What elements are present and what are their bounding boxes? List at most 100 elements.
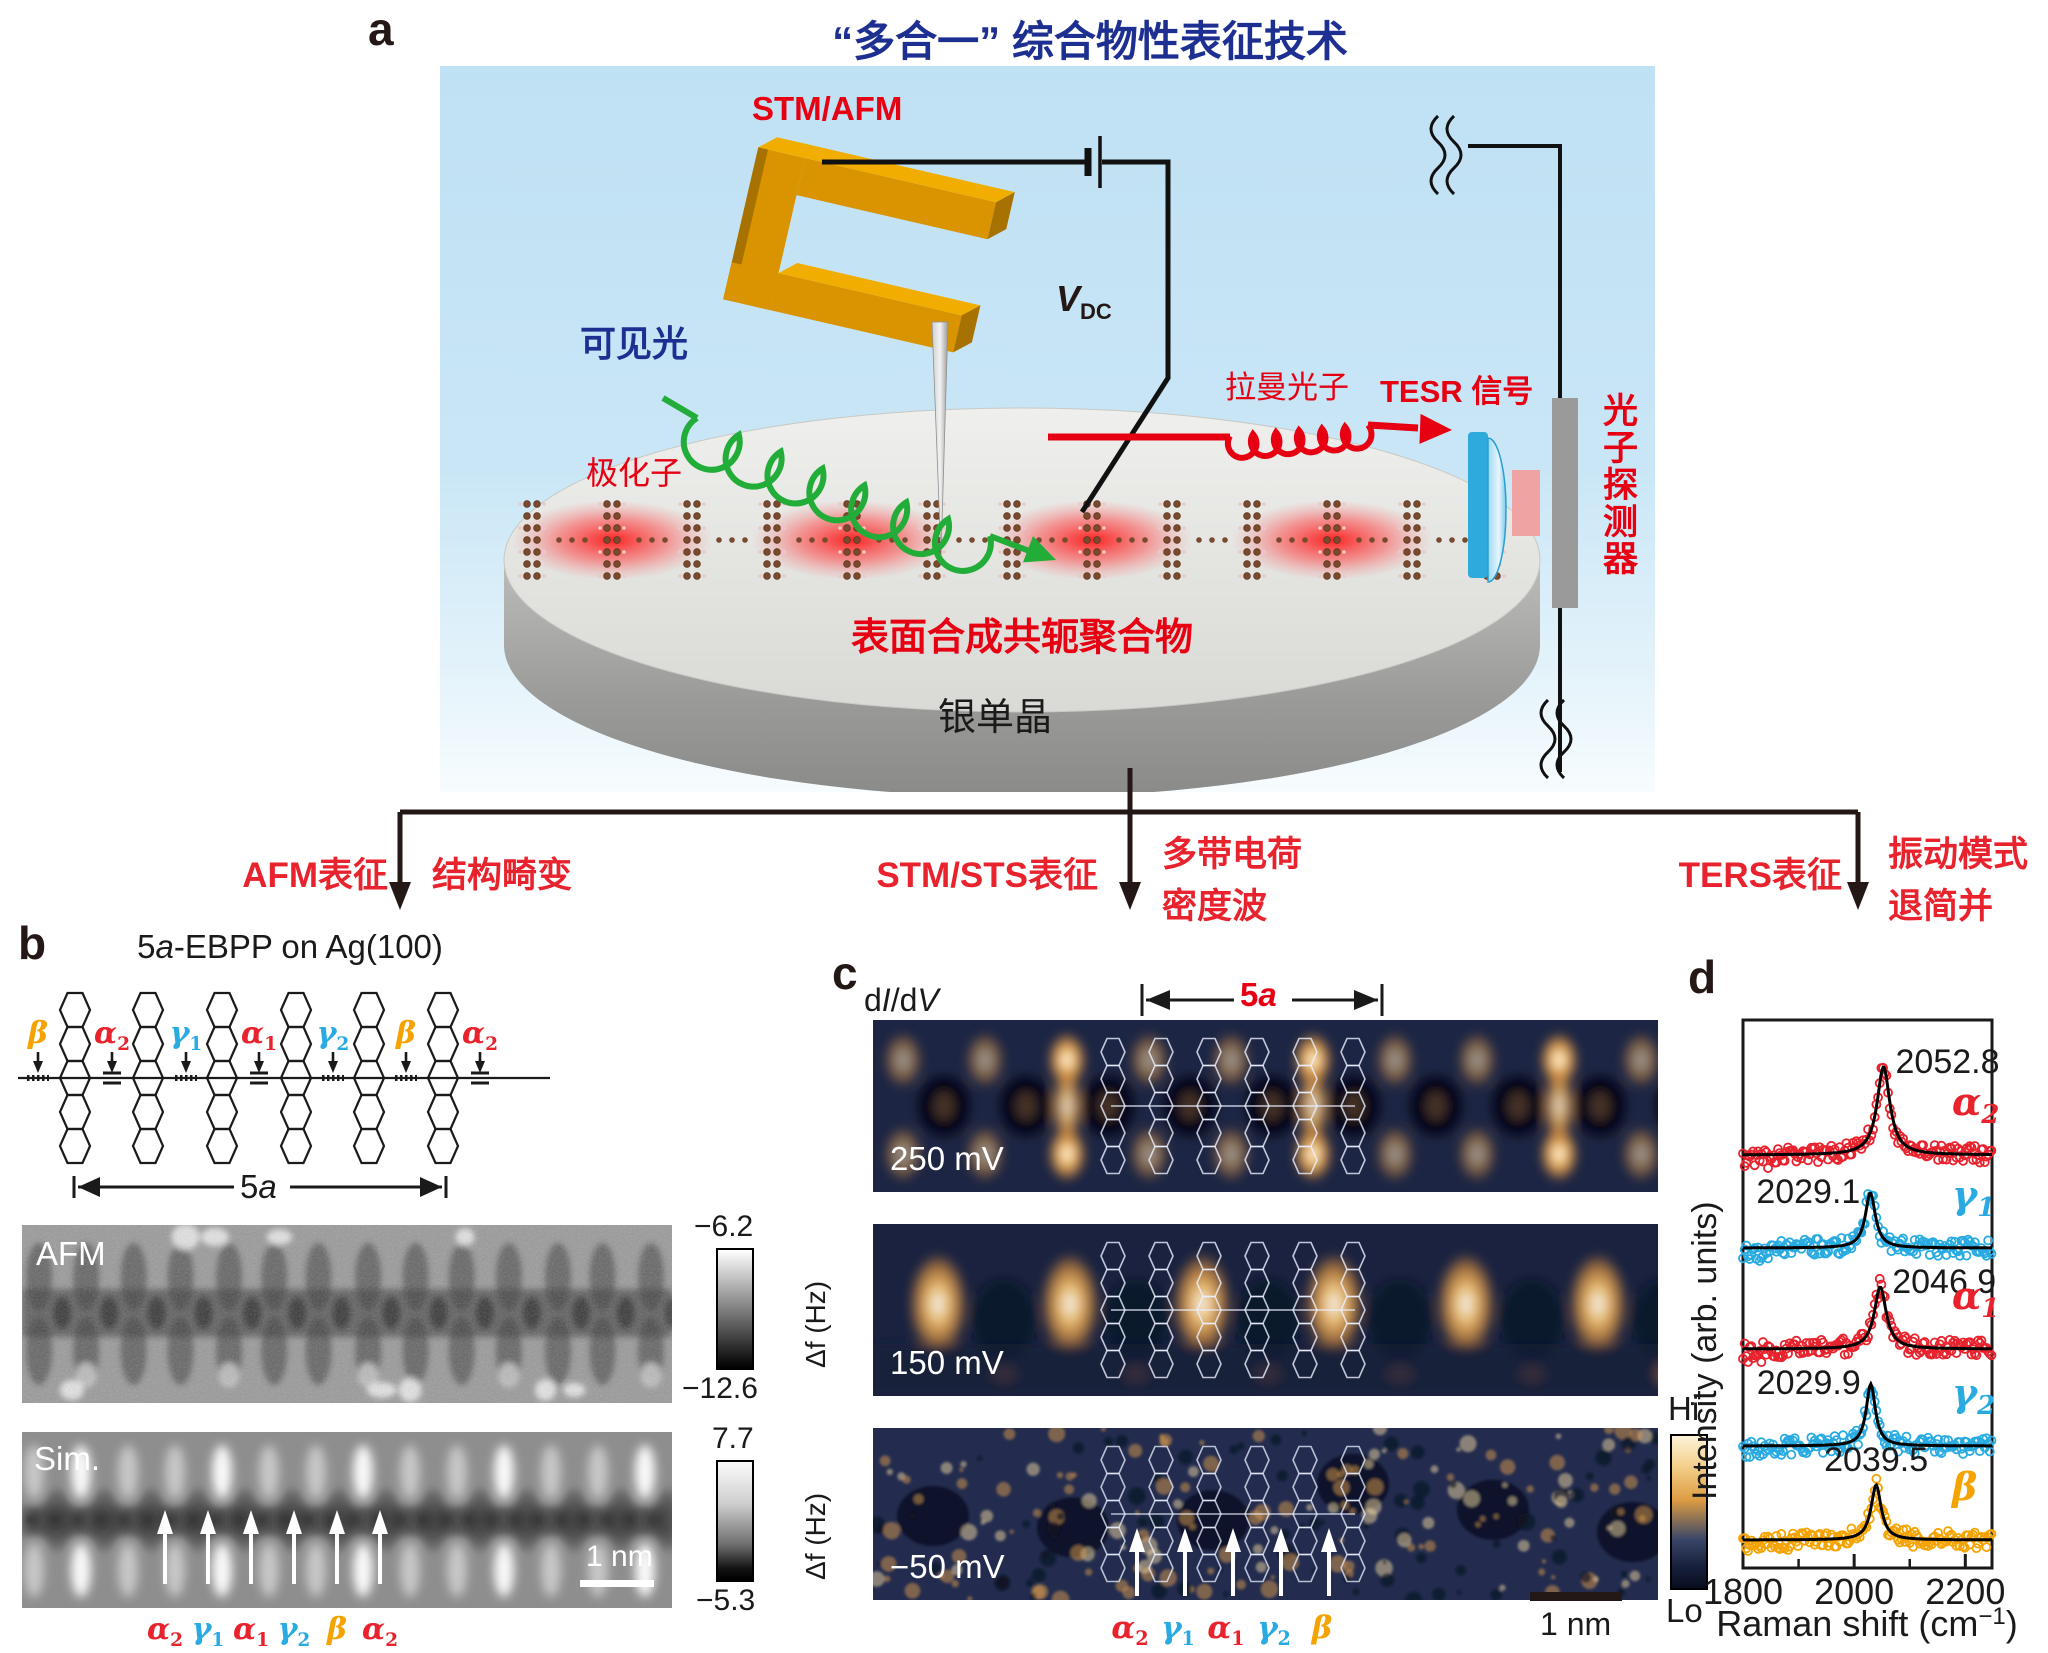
didv-map-minus50mv (873, 1428, 1658, 1600)
cbar1-min: −12.6 (682, 1372, 758, 1405)
d-peak-value: 2046.9 (1892, 1263, 1996, 1301)
lens-icon (1487, 437, 1507, 583)
title-prefix: 5 (137, 928, 156, 965)
d-fit-curve-2 (1743, 1285, 1992, 1351)
bond-label: α2 (461, 1016, 499, 1055)
sim-mode-label: α2 (362, 1612, 399, 1651)
detector-sensor (1512, 470, 1540, 536)
sim-scalebar-label: 1 nm (586, 1540, 653, 1573)
tuning-fork-icon (723, 137, 1015, 353)
tesr-signal-label: TESR 信号 (1380, 374, 1534, 409)
arrowhead-down-icon (1119, 882, 1141, 910)
d-fit-curve-0 (1743, 1065, 1992, 1157)
d-xtick: 1800 (1703, 1571, 1783, 1612)
branch-ters-result-1: 振动模式 (1888, 835, 2029, 874)
title-rest: -EBPP on Ag(100) (173, 928, 443, 965)
sim-scalebar (580, 1580, 654, 1587)
branch-connector (389, 768, 1869, 910)
d-peak-value: 2052.8 (1896, 1043, 2000, 1081)
detector-plate (1552, 398, 1578, 608)
bond-label: α2 (93, 1016, 131, 1055)
c-mode-label: β (1311, 1610, 1333, 1646)
bias-circuit-wire (822, 136, 1171, 514)
branch-ters-result-2: 退简并 (1888, 887, 1994, 926)
stm-afm-label: STM/AFM (752, 90, 903, 127)
d-peak-value: 2029.9 (1757, 1364, 1861, 1402)
d-xtick: 2200 (1925, 1571, 2005, 1612)
d-peak-value: 2029.1 (1756, 1173, 1860, 1211)
d-series-label: γ2 (1952, 1370, 1995, 1421)
c-mode-label: γ2 (1257, 1610, 1291, 1651)
d-series-label: α2 (1952, 1079, 1999, 1130)
bond-label: β (28, 1016, 48, 1051)
d-xtick: 2000 (1814, 1571, 1894, 1612)
bond-label: γ2 (316, 1016, 350, 1055)
cbar2-unit: Δf (Hz) (800, 1492, 831, 1580)
vdc-subscript: DC (1080, 299, 1112, 325)
d-series-label: β (1950, 1464, 1977, 1509)
sim-mode-label: γ2 (277, 1612, 311, 1651)
arrowhead-down-icon (1847, 882, 1869, 910)
d-ylabel: Intensity (arb. units) (1686, 1201, 1724, 1500)
d-xlabel: Raman shift (cm−1) (1716, 1603, 2017, 1644)
d-fit-curve-3 (1743, 1380, 1992, 1448)
panel-a-schematic (440, 66, 1655, 792)
c-mode-label: α1 (1207, 1610, 1245, 1651)
c-mode-label: γ1 (1161, 1610, 1195, 1651)
d-series-label: γ1 (1952, 1172, 1995, 1223)
map1-bias-label: 250 mV (890, 1140, 1004, 1177)
didv-map-250mv (873, 1020, 1658, 1192)
panel-a-label: a (368, 3, 394, 55)
lens-mount (1468, 432, 1488, 578)
cbar1-gradient (716, 1248, 754, 1370)
hi-lo-colorbar (1670, 1434, 1708, 1590)
cbar2-min: −5.3 (696, 1584, 756, 1617)
sim-image (22, 1432, 672, 1608)
polaron-label: 极化子 (586, 455, 683, 491)
branch-stm-result-1: 多带电荷 (1162, 835, 1303, 874)
arrowhead-down-icon (389, 882, 411, 910)
didv-label: dI/dV (864, 982, 939, 1018)
map3-bias-label: −50 mV (890, 1548, 1005, 1585)
panel-b-label: b (18, 917, 47, 969)
map2-bias-label: 150 mV (890, 1344, 1004, 1381)
figure-title: “多合一” 综合物性表征技术 (832, 18, 1348, 65)
vdc-symbol: V (1056, 278, 1081, 319)
sim-mode-label: α2 (147, 1612, 184, 1651)
stm-tip-icon (931, 321, 949, 557)
detector-label: 光子探测器 (1598, 392, 1637, 577)
branch-stm-result-2: 密度波 (1162, 887, 1268, 926)
sim-mode-label: α1 (233, 1612, 270, 1651)
branch-afm-method: AFM表征 (242, 856, 388, 895)
d-scatter-2 (1738, 1273, 1997, 1368)
branch-ters-method: TERS表征 (1678, 856, 1842, 895)
c-scalebar-label: 1 nm (1540, 1606, 1612, 1642)
cbar-hi-label: Hi (1668, 1390, 1700, 1427)
wavy-break-icon (1539, 698, 1573, 780)
branch-afm-result: 结构畸变 (432, 856, 573, 895)
c-scalebar (1530, 1592, 1622, 1601)
polymer-label: 表面合成共轭聚合物 (850, 617, 1193, 659)
light-arrows (661, 395, 1452, 574)
cbar2-max: 7.7 (712, 1422, 754, 1455)
c-span-label: 5a (1240, 976, 1277, 1013)
chemical-structure (18, 991, 550, 1198)
raman-photon-label: 拉曼光子 (1225, 370, 1349, 405)
d-peak-value: 2039.5 (1824, 1441, 1928, 1479)
title-italic-a: a (155, 928, 174, 965)
bond-label: α1 (240, 1016, 278, 1055)
sim-mode-label: β (327, 1612, 347, 1647)
branch-stm-method: STM/STS表征 (876, 856, 1098, 895)
panel-c-label: c (832, 947, 858, 999)
substrate-label: 银单晶 (938, 697, 1053, 739)
didv-map-150mv (873, 1224, 1658, 1396)
cbar-lo-label: Lo (1666, 1592, 1703, 1629)
vdc-label: VDC (1056, 278, 1112, 325)
panel-b-title: 5a-EBPP on Ag(100) (60, 928, 520, 966)
raman-spectra-chart: Intensity (arb. units) Raman shift (cm−1… (1686, 1018, 2018, 1644)
photon-detector-icon (1429, 114, 1578, 780)
c-mode-label: α2 (1111, 1610, 1149, 1651)
d-fit-curve-4 (1743, 1482, 1992, 1542)
sim-mode-label: γ1 (191, 1612, 225, 1651)
